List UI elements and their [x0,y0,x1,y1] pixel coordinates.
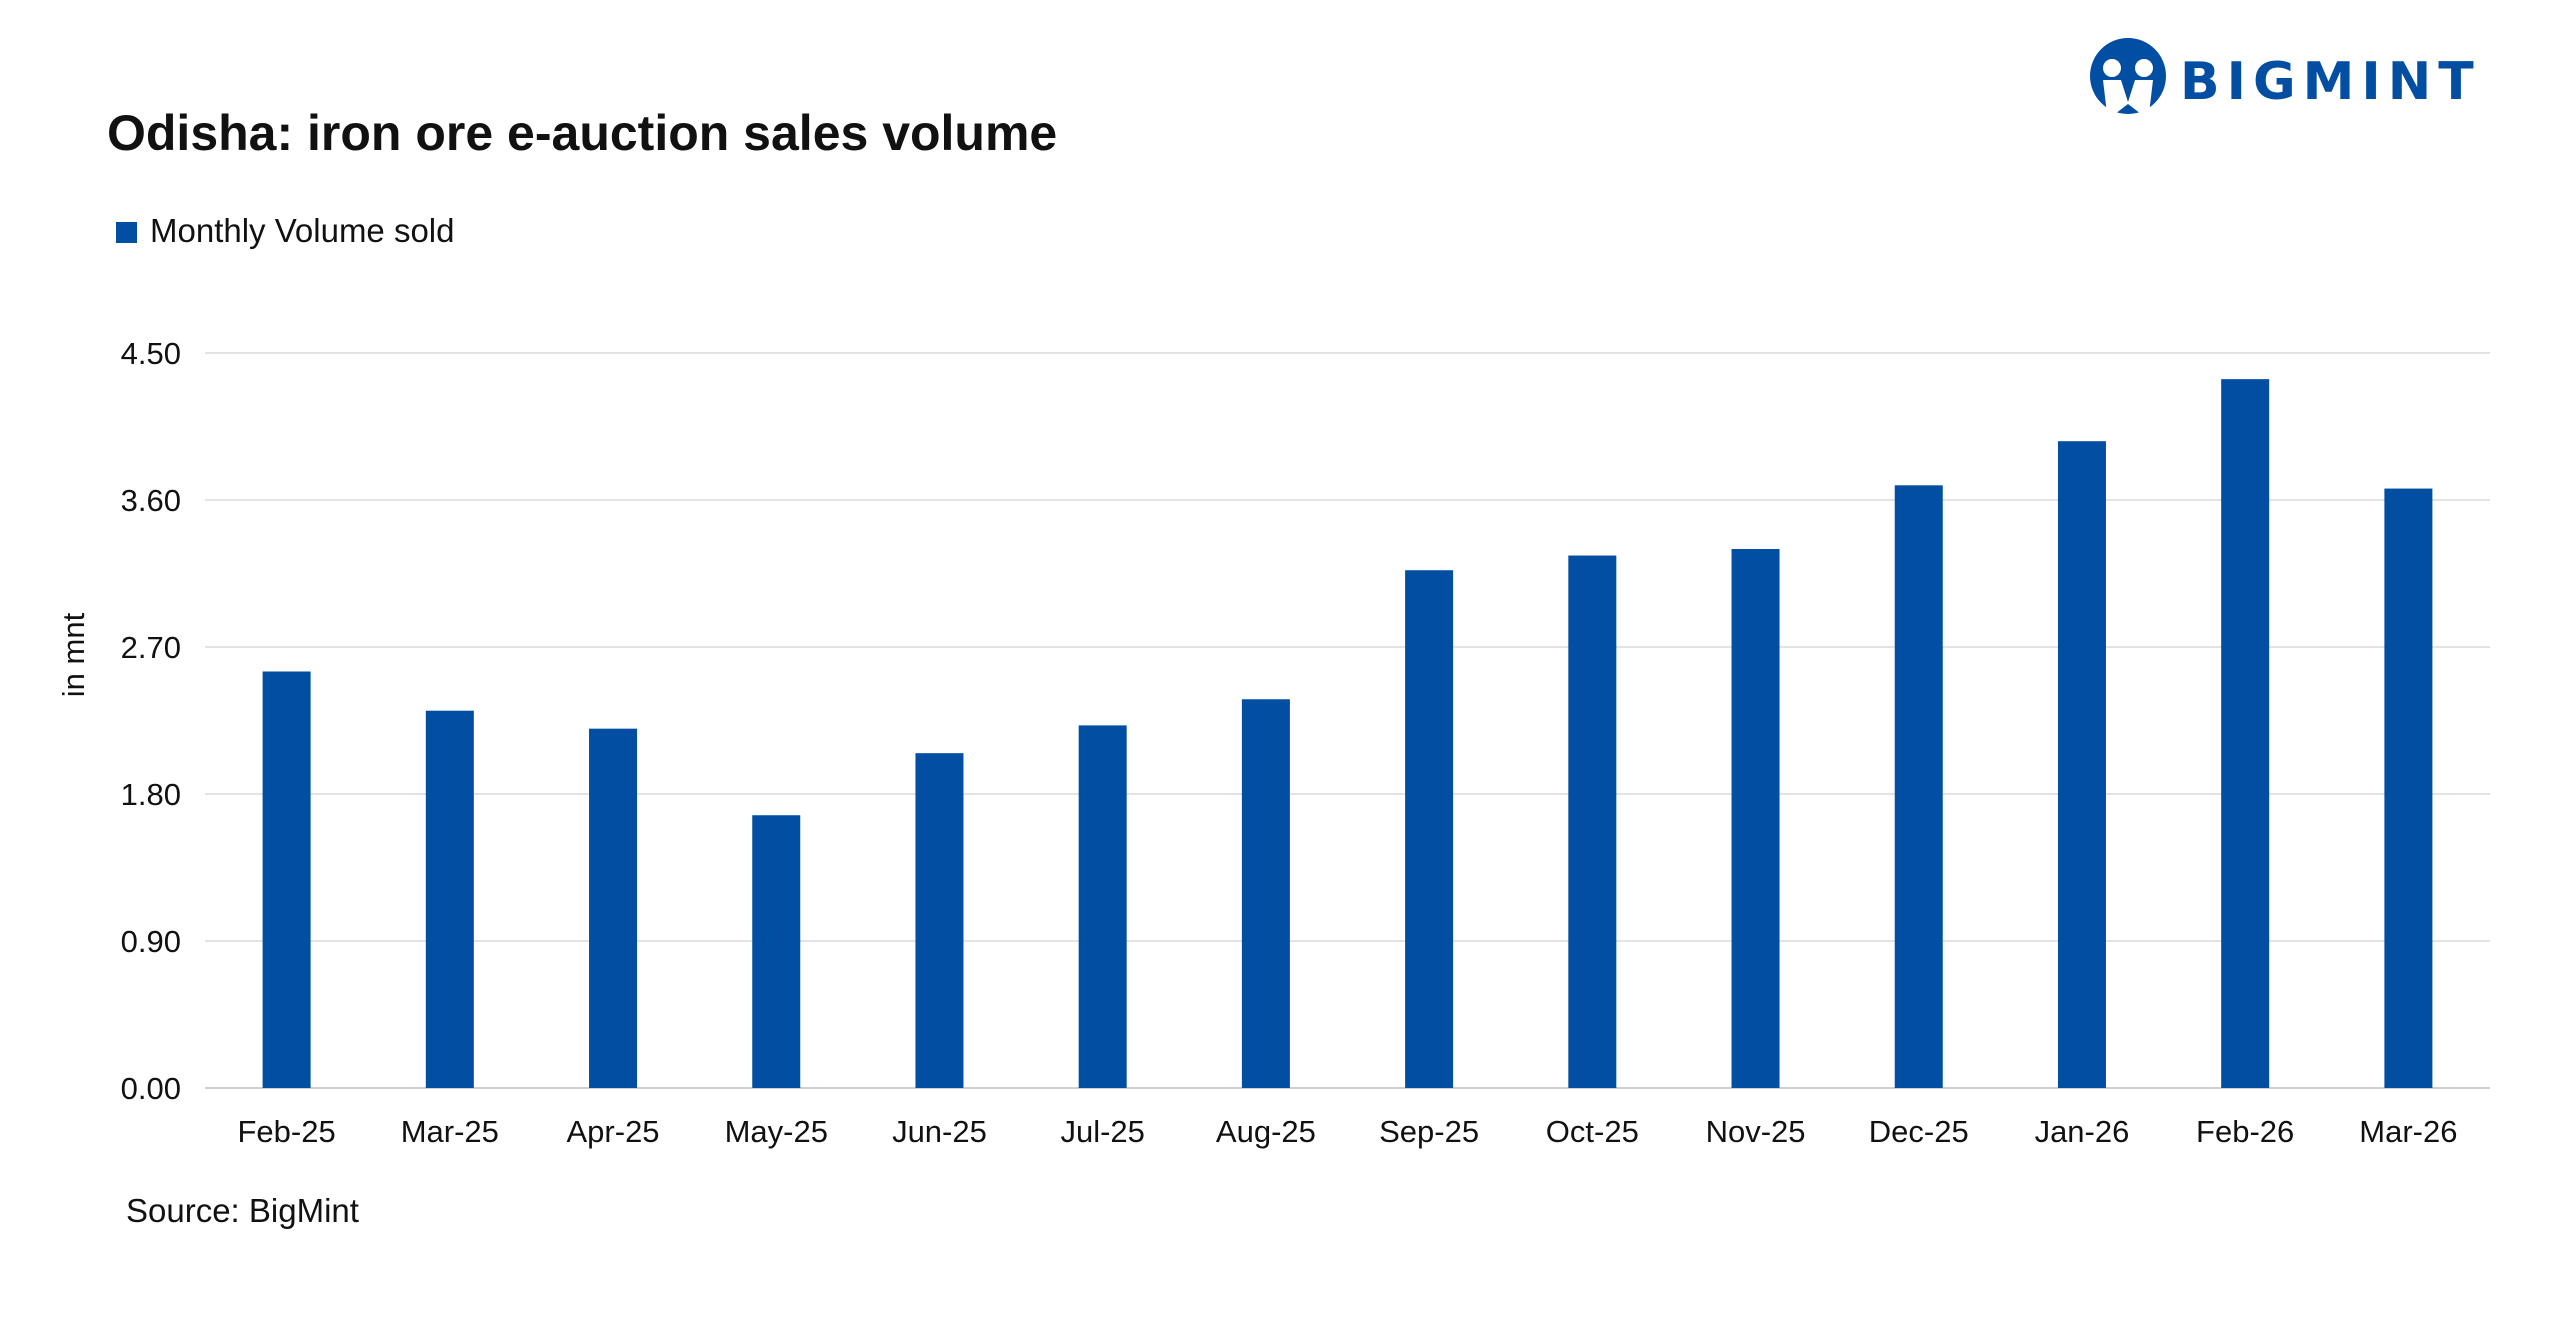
bar-sep-25 [1405,570,1454,1088]
legend-swatch [116,222,137,243]
x-tick-label: Feb-26 [2196,1114,2294,1149]
x-tick-label: May-25 [725,1114,828,1149]
x-tick-label: Oct-25 [1546,1114,1639,1149]
y-axis-label: in mnt [56,612,91,697]
bar-mar-25 [425,710,474,1088]
logo-wordmark: BIGMINT [2180,52,2481,112]
x-tick-label: Aug-25 [1216,1114,1316,1149]
x-tick-label: Jun-25 [892,1114,987,1149]
x-tick-label: Nov-25 [1706,1114,1806,1149]
bar-jan-26 [2057,441,2106,1088]
y-tick-label: 1.80 [121,777,181,812]
bar-aug-25 [1241,699,1290,1088]
bar-oct-25 [1568,555,1617,1088]
bar-jul-25 [1078,725,1127,1088]
chart-title: Odisha: iron ore e-auction sales volume [107,105,1057,161]
y-tick-label: 2.70 [121,630,181,665]
bigmint-logo: BIGMINT [2090,38,2481,114]
x-tick-label: Dec-25 [1869,1114,1969,1149]
y-tick-label: 3.60 [121,483,181,518]
x-tick-label: Sep-25 [1379,1114,1479,1149]
source-note: Source: BigMint [126,1192,359,1229]
y-tick-label: 0.90 [121,924,181,959]
x-tick-label: Apr-25 [567,1114,660,1149]
bar-mar-26 [2384,488,2433,1089]
y-tick-label: 0.00 [121,1071,181,1106]
legend: Monthly Volume sold [116,212,455,249]
x-tick-label: Jan-26 [2035,1114,2130,1149]
bar-apr-25 [589,728,638,1088]
bar-nov-25 [1731,549,1780,1088]
y-tick-label: 4.50 [121,336,181,371]
legend-label: Monthly Volume sold [150,212,455,249]
bar-dec-25 [1894,485,1943,1088]
x-tick-label: Jul-25 [1060,1114,1144,1149]
bar-feb-25 [262,671,311,1088]
x-tick-label: Mar-26 [2359,1114,2457,1149]
x-tick-label: Mar-25 [401,1114,499,1149]
bar-feb-26 [2221,379,2270,1089]
bar-jun-25 [915,753,964,1088]
bar-may-25 [752,815,801,1088]
x-tick-label: Feb-25 [237,1114,335,1149]
